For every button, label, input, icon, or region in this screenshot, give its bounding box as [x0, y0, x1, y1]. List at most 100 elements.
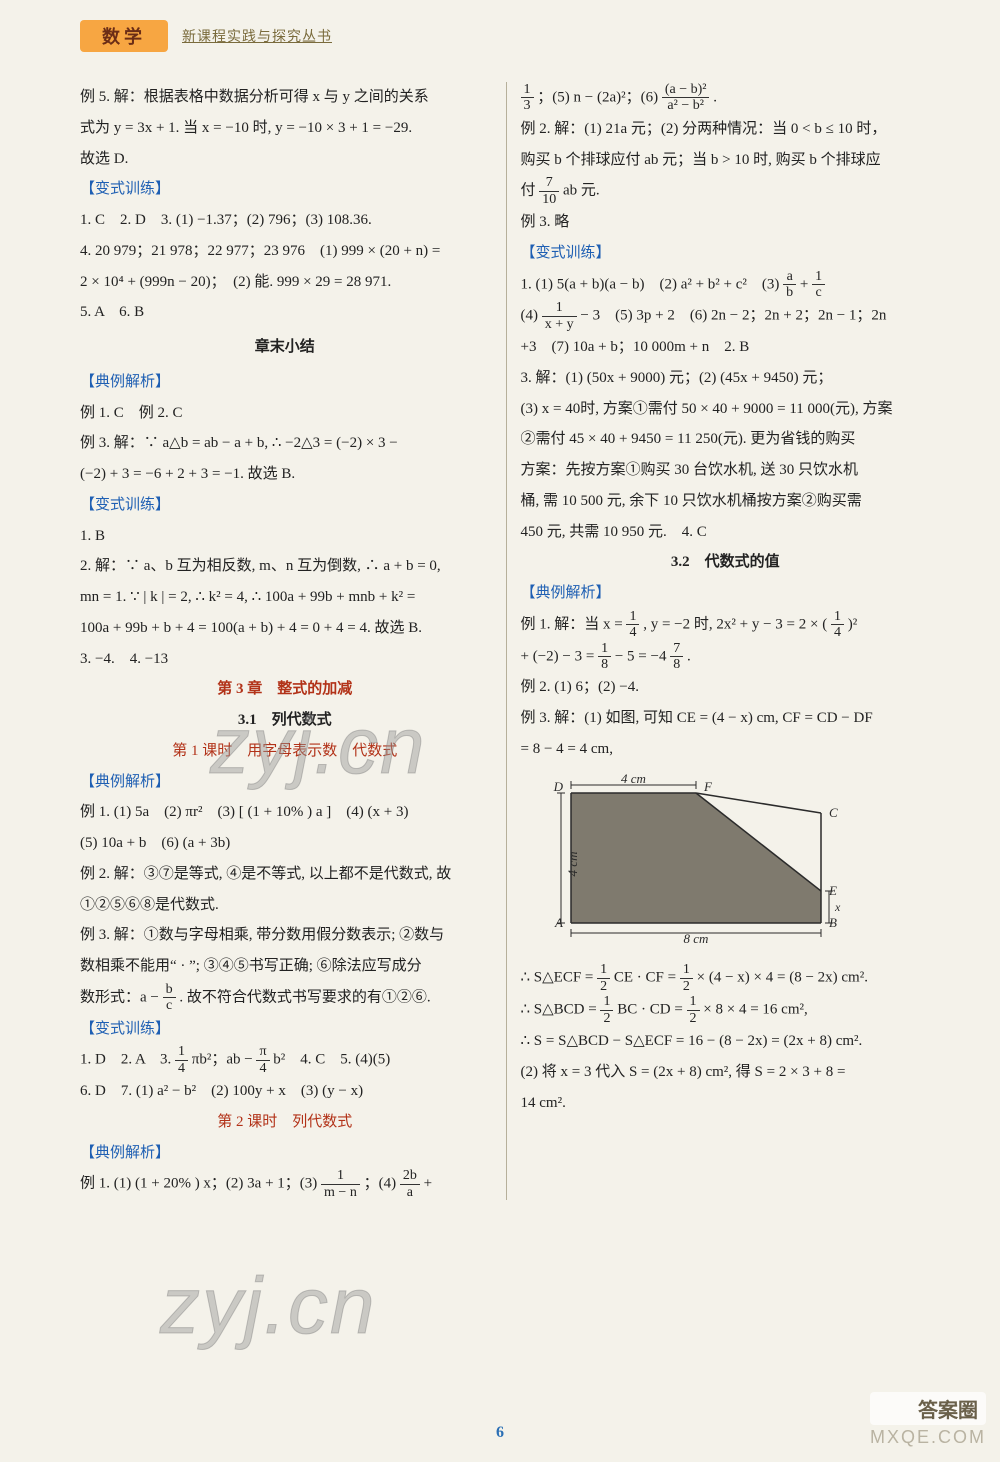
text: 例 1. (1) (1 + 20% ) x；(2) 3a + 1；(3): [80, 1176, 321, 1192]
lesson-title: 第 1 课时 用字母表示数 代数式: [80, 736, 490, 767]
svg-text:4 cm: 4 cm: [621, 773, 646, 786]
fraction: a b: [783, 269, 796, 301]
brand-url: MXQE.COM: [870, 1427, 986, 1448]
numerator: π: [256, 1044, 269, 1060]
text-line: (5) 10a + b (6) (a + 3b): [80, 828, 490, 859]
denominator: b: [783, 285, 796, 300]
fraction: 7 10: [539, 175, 559, 207]
svg-text:4 cm: 4 cm: [565, 851, 580, 876]
text: b² 4. C 5. (4)(5): [273, 1052, 390, 1068]
text-line: 桶, 需 10 500 元, 余下 10 只饮水机桶按方案②购买需: [521, 486, 931, 517]
text-line: + (−2) − 3 = 1 8 − 5 = −4 7 8 .: [521, 641, 931, 673]
denominator: 8: [670, 657, 683, 672]
text: − 5 = −4: [615, 648, 670, 664]
text-line: 例 1. 解：当 x = 1 4 , y = −2 时, 2x² + y − 3…: [521, 609, 931, 641]
denominator: 3: [521, 98, 534, 113]
numerator: 2b: [400, 1168, 420, 1184]
denominator: 2: [600, 1011, 613, 1026]
text: × (4 − x) × 4 = (8 − 2x) cm².: [697, 970, 868, 986]
text-line: 3. −4. 4. −13: [80, 644, 490, 675]
fraction: 1 2: [687, 994, 700, 1026]
page-number: 6: [0, 1424, 1000, 1442]
fraction: 1 m − n: [321, 1168, 360, 1200]
denominator: 8: [598, 657, 611, 672]
corner-brand: 答案圈 MXQE.COM: [870, 1392, 986, 1448]
text-line: +3 (7) 10a + b；10 000m + n 2. B: [521, 332, 931, 363]
numerator: 7: [539, 175, 559, 191]
fraction: 1 x + y: [542, 300, 577, 332]
section-label: 【变式训练】: [80, 1014, 490, 1045]
text-line: 故选 D.: [80, 144, 490, 175]
section-label: 【变式训练】: [521, 238, 931, 269]
fraction: 1 4: [831, 609, 844, 641]
text: ab 元.: [563, 183, 600, 199]
text: 数形式：a −: [80, 989, 159, 1005]
brand-badge: 答案圈: [870, 1392, 986, 1425]
text-line: ①②⑤⑥⑧是代数式.: [80, 890, 490, 921]
text-line: mn = 1. ∵ | k | = 2, ∴ k² = 4, ∴ 100a + …: [80, 582, 490, 613]
text: × 8 × 4 = 16 cm²,: [703, 1002, 807, 1018]
text-line: (3) x = 40时, 方案①需付 50 × 40 + 9000 = 11 0…: [521, 394, 931, 425]
text: .: [687, 648, 691, 664]
section-label: 【典例解析】: [80, 1138, 490, 1169]
numerator: 1: [812, 269, 825, 285]
content-columns: 例 5. 解：根据表格中数据分析可得 x 与 y 之间的关系 式为 y = 3x…: [80, 82, 930, 1200]
numerator: 1: [831, 609, 844, 625]
text-line: 1. (1) 5(a + b)(a − b) (2) a² + b² + c² …: [521, 269, 931, 301]
section-title: 3.1 列代数式: [80, 705, 490, 736]
text: 1. (1) 5(a + b)(a − b) (2) a² + b² + c² …: [521, 276, 784, 292]
denominator: a² − b²: [662, 98, 710, 113]
diagram-svg: 4 cm4 cm8 cmx cmDFCEAB: [551, 773, 841, 943]
text-line: 1. C 2. D 3. (1) −1.37；(2) 796；(3) 108.3…: [80, 205, 490, 236]
text-line: = 8 − 4 = 4 cm,: [521, 734, 931, 765]
text-line: 数形式：a − b c . 故不符合代数式书写要求的有①②⑥.: [80, 982, 490, 1014]
svg-text:A: A: [554, 915, 563, 930]
text-line: 3. 解：(1) (50x + 9000) 元；(2) (45x + 9450)…: [521, 363, 931, 394]
svg-text:x cm: x cm: [834, 900, 841, 914]
text-line: ∴ S△ECF = 1 2 CE · CF = 1 2 × (4 − x) × …: [521, 962, 931, 994]
text: CE · CF =: [614, 970, 680, 986]
watermark: zyj.cn: [160, 1260, 377, 1352]
section-title: 3.2 代数式的值: [521, 547, 931, 578]
text-line: 5. A 6. B: [80, 297, 490, 328]
fraction: 2b a: [400, 1168, 420, 1200]
fraction: 1 2: [680, 962, 693, 994]
text-line: (4) 1 x + y − 3 (5) 3p + 2 (6) 2n − 2；2n…: [521, 300, 931, 332]
text: , y = −2 时, 2x² + y − 3 = 2 ×: [643, 616, 822, 632]
text-line: 例 1. (1) 5a (2) πr² (3) [ (1 + 10% ) a ]…: [80, 797, 490, 828]
text-line: 1. D 2. A 3. 1 4 πb²；ab − π 4 b² 4. C 5.…: [80, 1044, 490, 1076]
numerator: a: [783, 269, 796, 285]
text-line: 购买 b 个排球应付 ab 元；当 b > 10 时, 购买 b 个排球应: [521, 145, 931, 176]
denominator: 4: [626, 625, 639, 640]
denominator: a: [400, 1185, 420, 1200]
section-label: 【典例解析】: [80, 367, 490, 398]
numerator: 1: [175, 1044, 188, 1060]
numerator: 1: [626, 609, 639, 625]
svg-text:8 cm: 8 cm: [683, 931, 708, 943]
svg-text:E: E: [828, 883, 837, 898]
text-line: 450 元, 共需 10 950 元. 4. C: [521, 517, 931, 548]
text-line: 例 3. 解：①数与字母相乘, 带分数用假分数表示; ②数与: [80, 920, 490, 951]
subject-pill: 数学: [80, 20, 168, 52]
denominator: 2: [687, 1011, 700, 1026]
text: ∴ S△ECF =: [521, 970, 598, 986]
text: 1. D 2. A 3.: [80, 1052, 175, 1068]
fraction: 1 3: [521, 82, 534, 114]
numerator: 1: [521, 82, 534, 98]
text: 付: [521, 183, 540, 199]
text-line: 1. B: [80, 521, 490, 552]
text-line: 例 1. C 例 2. C: [80, 398, 490, 429]
series-title: 新课程实践与探究丛书: [182, 26, 332, 46]
svg-text:D: D: [552, 779, 563, 794]
numerator: 1: [542, 300, 577, 316]
text-line: 例 3. 解：(1) 如图, 可知 CE = (4 − x) cm, CF = …: [521, 703, 931, 734]
fraction: 1 4: [175, 1044, 188, 1076]
text-line: 方案：先按方案①购买 30 台饮水机, 送 30 只饮水机: [521, 455, 931, 486]
fraction: b c: [163, 982, 176, 1014]
text: ；(5) n − (2a)²；(6): [537, 89, 662, 105]
denominator: 4: [831, 625, 844, 640]
numerator: 1: [597, 962, 610, 978]
svg-text:C: C: [829, 805, 838, 820]
text: ；(4): [364, 1176, 400, 1192]
text-line: 例 1. (1) (1 + 20% ) x；(2) 3a + 1；(3) 1 m…: [80, 1168, 490, 1200]
